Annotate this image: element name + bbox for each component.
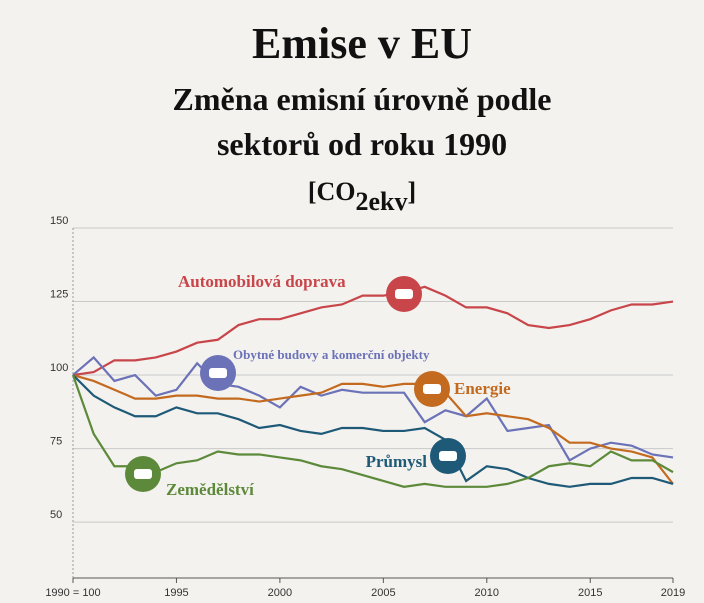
series-line <box>72 285 674 377</box>
series-line <box>72 355 674 462</box>
icon-glyph <box>423 384 441 394</box>
series-label: Energie <box>454 379 511 398</box>
unit-part: ] <box>408 177 417 206</box>
y-tick-label: 150 <box>50 215 68 227</box>
series-line <box>71 374 674 488</box>
series-label: Obytné budovy a komerční objekty <box>233 347 430 362</box>
series-label: Zemědělství <box>166 480 254 499</box>
y-tick-label: 125 <box>50 289 68 301</box>
chart-subtitle: Změna emisní úrovně podle <box>173 81 552 117</box>
series-line <box>72 374 674 488</box>
series-line <box>72 374 674 485</box>
x-tick-label: 2000 <box>268 587 292 599</box>
x-tick-label: 2005 <box>371 587 395 599</box>
icon-glyph <box>439 451 457 461</box>
unit-label: [CO2ekv] <box>308 177 416 216</box>
series-label: Automobilová doprava <box>178 272 346 291</box>
x-tick-label: 1995 <box>164 587 188 599</box>
chart-title: Emise v EU <box>252 19 472 68</box>
x-tick-label: 1990 = 100 <box>45 587 100 599</box>
x-tick-label: 2010 <box>475 587 499 599</box>
icon-glyph <box>395 289 413 299</box>
chart-subtitle: sektorů od roku 1990 <box>217 126 507 162</box>
icon-glyph <box>134 469 152 479</box>
x-tick-label: 2019 <box>661 587 685 599</box>
unit-part: [CO <box>308 177 356 206</box>
y-tick-label: 50 <box>50 509 62 521</box>
series-label: Průmysl <box>366 452 428 471</box>
unit-sub: 2ekv <box>356 187 408 216</box>
y-tick-label: 100 <box>50 362 68 374</box>
y-tick-label: 75 <box>50 436 62 448</box>
icon-glyph <box>209 368 227 378</box>
x-tick-label: 2015 <box>578 587 602 599</box>
